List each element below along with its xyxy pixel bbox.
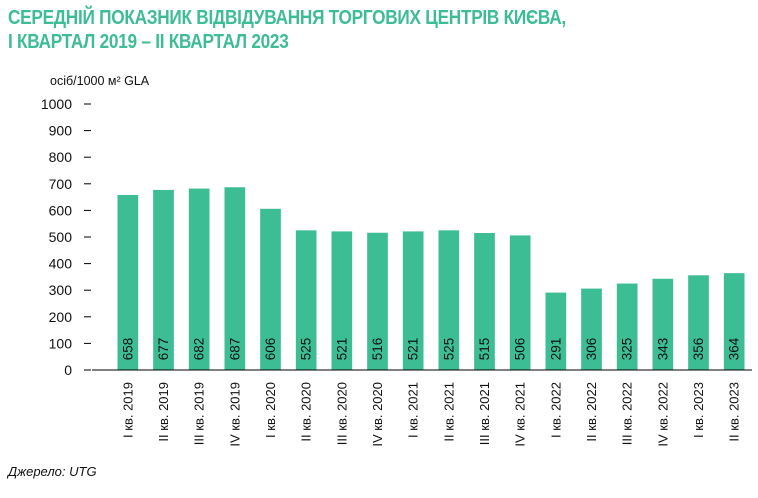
x-tick-label: ІІІ кв. 2021 (477, 382, 492, 445)
bar-data-label: 516 (370, 338, 385, 361)
x-tick-label: І кв. 2019 (120, 382, 135, 438)
y-tick-label: 1000 (41, 96, 72, 112)
bar-data-label: 364 (727, 337, 742, 360)
y-axis-unit-label: осіб/1000 м² GLA (50, 74, 150, 88)
x-tick-label: IV кв. 2022 (655, 382, 670, 447)
bar (509, 235, 531, 370)
chart-title: СЕРЕДНІЙ ПОКАЗНИК ВІДВІДУВАННЯ ТОРГОВИХ … (8, 6, 644, 54)
bar (367, 232, 388, 370)
chart-title-line-1: СЕРЕДНІЙ ПОКАЗНИК ВІДВІДУВАННЯ ТОРГОВИХ … (8, 7, 566, 29)
y-tick-label: 100 (49, 335, 73, 351)
y-tick-label: 300 (49, 282, 73, 298)
x-tick-label: ІІ кв. 2019 (156, 382, 171, 442)
x-axis-labels: І кв. 2019 ІІ кв. 2019 ІІІ кв. 2019 IV кв. … (120, 382, 741, 447)
bar-data-label: 521 (334, 338, 349, 361)
bar (616, 283, 638, 370)
y-tick-label: 900 (49, 123, 73, 139)
bar (224, 187, 246, 370)
bar (688, 275, 709, 370)
x-tick-label: ІІ кв. 2022 (584, 382, 599, 442)
bar-data-label: 677 (156, 338, 171, 361)
bar (331, 231, 353, 370)
bar (723, 273, 745, 370)
bar (438, 230, 460, 370)
bar-data-label: 687 (227, 338, 242, 361)
bar (117, 194, 139, 370)
y-tick-label: 0 (64, 362, 72, 378)
bar-data-label: 525 (441, 338, 456, 361)
bar (153, 189, 174, 370)
y-tick-label: 400 (49, 256, 73, 272)
bar-data-label: 606 (263, 338, 278, 361)
y-tick-label: 500 (49, 229, 73, 245)
bar (581, 288, 602, 370)
x-tick-label: IV кв. 2021 (513, 382, 528, 447)
x-tick-label: IV кв. 2019 (227, 382, 242, 447)
y-tick-label: 200 (49, 309, 73, 325)
bar-data-label: 306 (584, 338, 599, 361)
bar (260, 208, 281, 370)
bar-data-label: 658 (120, 338, 135, 361)
bar (652, 278, 674, 370)
bar (474, 233, 495, 370)
x-tick-label: ІІІ кв. 2022 (620, 382, 635, 445)
x-tick-label: ІІ кв. 2020 (299, 382, 314, 442)
x-tick-label: І кв. 2022 (548, 382, 563, 438)
y-tick-label: 600 (49, 202, 73, 218)
x-tick-label: ІІ кв. 2021 (441, 382, 456, 442)
bar-data-label: 291 (548, 338, 563, 361)
bar (295, 230, 317, 370)
bar-data-label: 525 (299, 338, 314, 361)
bar-data-label: 325 (620, 338, 635, 361)
bar (402, 231, 424, 370)
x-tick-label: ІІІ кв. 2019 (192, 382, 207, 445)
x-tick-label: І кв. 2023 (691, 382, 706, 438)
bar-data-label: 356 (691, 338, 706, 361)
bar-data-label: 506 (513, 338, 528, 361)
x-tick-label: ІІ кв. 2023 (727, 382, 742, 442)
x-tick-label: IV кв. 2020 (370, 382, 385, 447)
bar-data-label: 515 (477, 338, 492, 361)
y-axis-ticks: 0 100 200 300 400 500 600 700 800 900 1000 (41, 96, 91, 378)
bar-data-label: 343 (655, 338, 670, 361)
bar (188, 188, 210, 370)
source-note: Джерело: UTG (8, 464, 97, 479)
bars: 658 677 682 687 606 525 521 516 521 525 515 506 291 3… (117, 187, 745, 370)
bar (545, 292, 567, 370)
bar-data-label: 521 (406, 338, 421, 361)
bar-data-label: 682 (192, 338, 207, 361)
chart-title-line-2: І КВАРТАЛ 2019 – ІІ КВАРТАЛ 2023 (8, 31, 289, 53)
y-tick-label: 800 (49, 149, 73, 165)
y-tick-label: 700 (49, 176, 73, 192)
x-tick-label: ІІІ кв. 2020 (334, 382, 349, 445)
x-tick-label: І кв. 2020 (263, 382, 278, 438)
x-tick-label: І кв. 2021 (406, 382, 421, 438)
